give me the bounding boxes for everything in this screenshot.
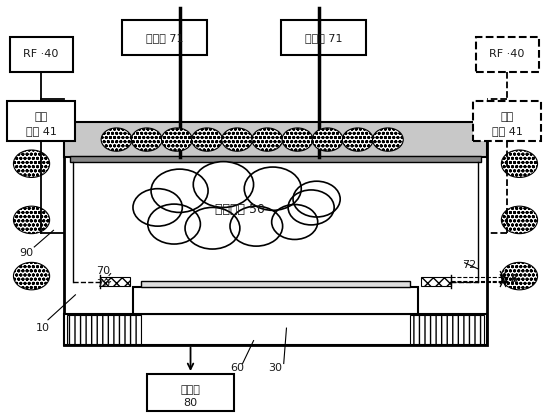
- Circle shape: [13, 150, 50, 178]
- Circle shape: [372, 128, 403, 151]
- Circle shape: [193, 162, 253, 207]
- Circle shape: [252, 128, 283, 151]
- Circle shape: [288, 190, 334, 225]
- Bar: [421, 277, 451, 286]
- Circle shape: [282, 128, 313, 151]
- Bar: [147, 374, 234, 411]
- Circle shape: [185, 207, 240, 249]
- Text: 排气泵: 排气泵: [181, 385, 201, 395]
- Circle shape: [151, 169, 208, 212]
- Circle shape: [501, 262, 538, 290]
- Circle shape: [161, 128, 192, 151]
- Text: A: A: [511, 274, 518, 284]
- Circle shape: [312, 128, 343, 151]
- Bar: [133, 287, 418, 313]
- Text: 等离子体 50: 等离子体 50: [215, 203, 265, 216]
- Text: RF ·40: RF ·40: [24, 49, 59, 59]
- Text: 驱动器 71: 驱动器 71: [305, 33, 342, 43]
- Circle shape: [192, 128, 222, 151]
- Bar: [64, 122, 487, 345]
- Bar: [473, 101, 542, 141]
- Bar: [70, 156, 481, 163]
- Circle shape: [148, 204, 201, 244]
- Bar: [122, 20, 207, 55]
- Bar: [476, 37, 539, 72]
- Text: 匹配: 匹配: [35, 112, 48, 122]
- Text: 10: 10: [35, 323, 50, 333]
- Text: 网络 41: 网络 41: [491, 126, 522, 136]
- Text: 60: 60: [230, 363, 244, 372]
- Circle shape: [222, 128, 252, 151]
- Text: 90: 90: [19, 248, 33, 258]
- Bar: [9, 37, 73, 72]
- Bar: [141, 281, 410, 287]
- Circle shape: [131, 128, 162, 151]
- Text: 网络 41: 网络 41: [26, 126, 57, 136]
- Circle shape: [101, 128, 132, 151]
- Bar: [410, 315, 484, 344]
- Circle shape: [501, 150, 538, 178]
- Circle shape: [244, 167, 301, 210]
- Bar: [67, 315, 141, 344]
- Bar: [281, 20, 366, 55]
- Text: 80: 80: [183, 398, 198, 408]
- Text: B: B: [511, 274, 518, 284]
- Bar: [100, 277, 130, 286]
- Bar: [64, 313, 487, 345]
- Circle shape: [230, 206, 283, 246]
- Text: 匹配: 匹配: [500, 112, 514, 122]
- Text: 70: 70: [96, 266, 110, 276]
- Text: RF ·40: RF ·40: [489, 49, 525, 59]
- Circle shape: [293, 181, 340, 217]
- Text: 30: 30: [268, 363, 283, 372]
- Circle shape: [501, 206, 538, 234]
- Text: 驱动器 71: 驱动器 71: [145, 33, 183, 43]
- Circle shape: [13, 206, 50, 234]
- Bar: [7, 101, 75, 141]
- Circle shape: [133, 189, 182, 226]
- Circle shape: [342, 128, 373, 151]
- Circle shape: [13, 262, 50, 290]
- Bar: [64, 122, 487, 158]
- Text: 70: 70: [96, 279, 110, 289]
- Text: 72: 72: [462, 260, 476, 270]
- Circle shape: [272, 204, 318, 240]
